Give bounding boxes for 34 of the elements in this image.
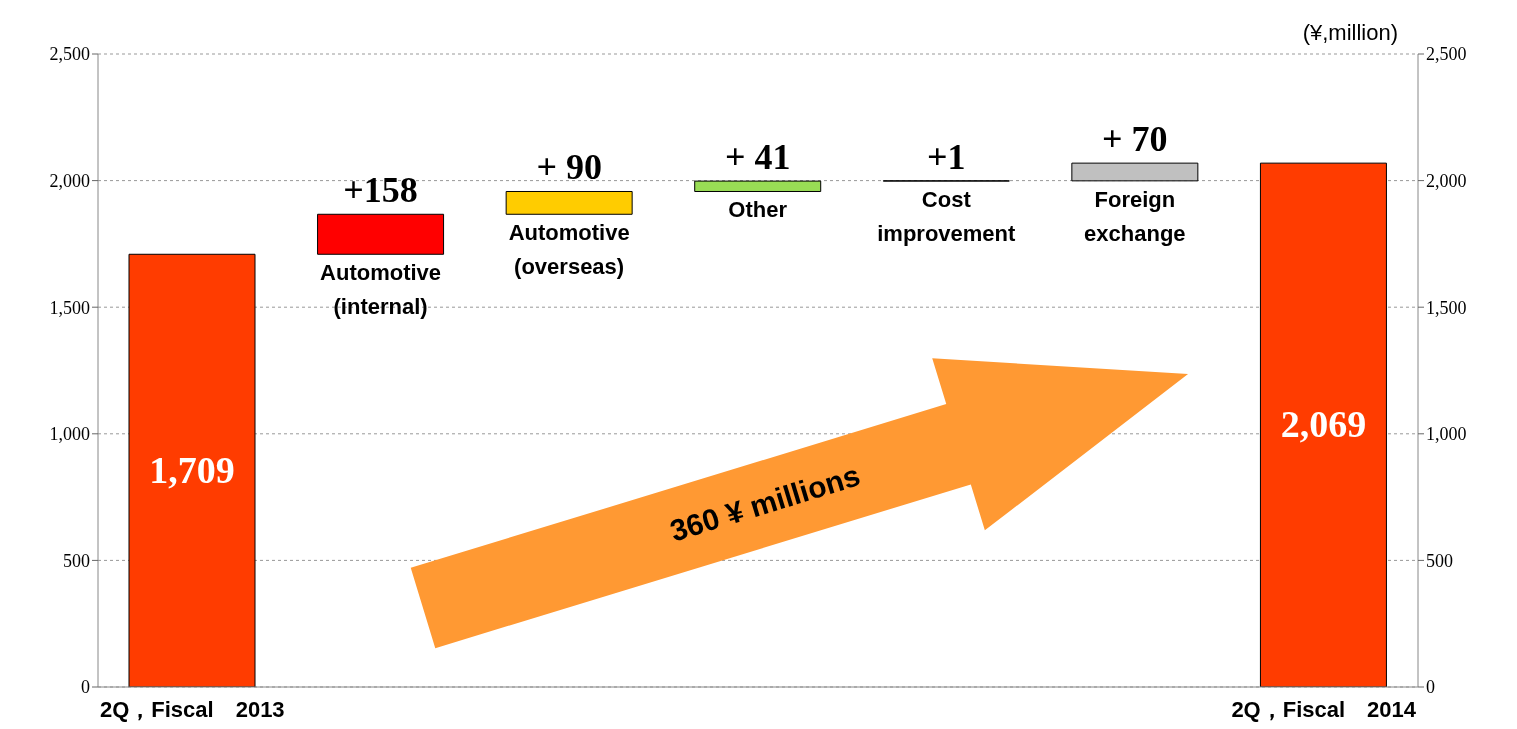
x-tick-label: Foreign exchange	[1084, 186, 1186, 246]
y-tick-label: 1,500	[49, 297, 90, 318]
data-label: 2,069	[1280, 403, 1367, 446]
bar	[128, 253, 256, 687]
y-tick-label: 1,000	[49, 424, 90, 445]
x-tick-label: 2Q，Fiscal 2014	[1231, 697, 1417, 722]
bar	[317, 213, 445, 255]
y-tick-label: 0	[81, 677, 90, 698]
data-label: + 41	[724, 137, 791, 178]
y2-tick-label: 2,000	[1426, 170, 1467, 191]
y-tick-label: 2,500	[49, 44, 90, 65]
text: (¥,million)	[1302, 20, 1398, 46]
x-tick-label: 2Q，Fiscal 2013	[99, 697, 285, 722]
x-tick-label: Automotive (overseas)	[508, 220, 630, 280]
data-label: +158	[343, 170, 418, 211]
data-label: + 90	[536, 147, 602, 188]
annotation: 360 ¥ millions	[666, 458, 864, 548]
x-tick-label: Other	[728, 197, 788, 223]
data-label: +1	[927, 136, 966, 177]
y-tick-label: 2,000	[49, 170, 90, 191]
bar	[694, 180, 822, 192]
data-label: 1,709	[149, 448, 235, 491]
y2-tick-label: 500	[1426, 550, 1453, 571]
bar	[1071, 162, 1199, 182]
y2-tick-label: 2,500	[1426, 44, 1467, 65]
y2-tick-label: 1,000	[1426, 424, 1467, 445]
y2-tick-label: 1,500	[1426, 297, 1467, 318]
data-label: + 70	[1102, 119, 1168, 160]
y2-tick-label: 0	[1426, 677, 1435, 698]
x-tick-label: Automotive (internal)	[320, 260, 442, 320]
y-tick-label: 500	[63, 550, 90, 571]
bar	[1259, 162, 1387, 687]
bar	[505, 190, 633, 215]
x-tick-label: Cost improvement	[877, 187, 1017, 247]
